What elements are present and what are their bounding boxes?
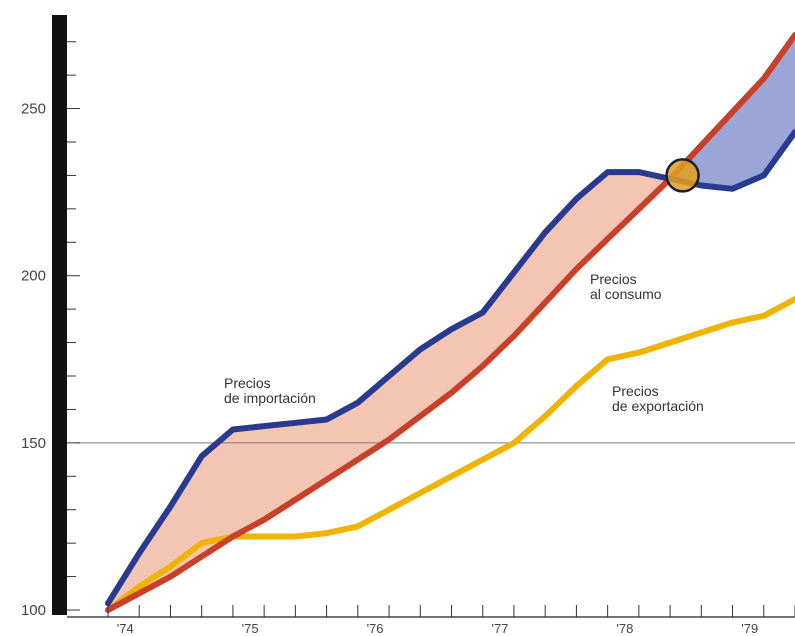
annotation-1: Precios al consumo <box>590 271 662 302</box>
fill-import-above-consumo <box>108 172 671 610</box>
x-tick-label: '74 <box>117 621 134 636</box>
y-tick-label: 100 <box>21 602 46 619</box>
y-tick-labels: 100 150 200 250 <box>21 101 46 619</box>
x-tick-label: '77 <box>491 621 508 636</box>
crossover-marker <box>665 158 700 193</box>
x-tick-label: '75 <box>242 621 259 636</box>
annotation-2: Precios de exportación <box>612 383 704 414</box>
x-tick-labels: '74 '75 '76 '77 '78 '79 <box>117 621 758 636</box>
x-tick-marks <box>107 605 795 617</box>
annotation-0: Precios de importación <box>224 375 316 406</box>
x-tick-label: '79 <box>741 621 758 636</box>
x-tick-label: '78 <box>616 621 633 636</box>
y-tick-marks <box>67 41 80 611</box>
y-tick-label: 200 <box>21 268 46 285</box>
series-annotations: Precios de importación Precios al consumo Pr… <box>224 271 704 414</box>
x-tick-label: '76 <box>367 621 384 636</box>
y-axis-bar <box>52 15 67 615</box>
y-tick-label: 150 <box>21 435 46 452</box>
series-gap-fills <box>108 35 795 610</box>
y-tick-label: 250 <box>21 101 46 118</box>
crossover-circle <box>665 158 700 193</box>
series-line-2 <box>105 296 795 613</box>
